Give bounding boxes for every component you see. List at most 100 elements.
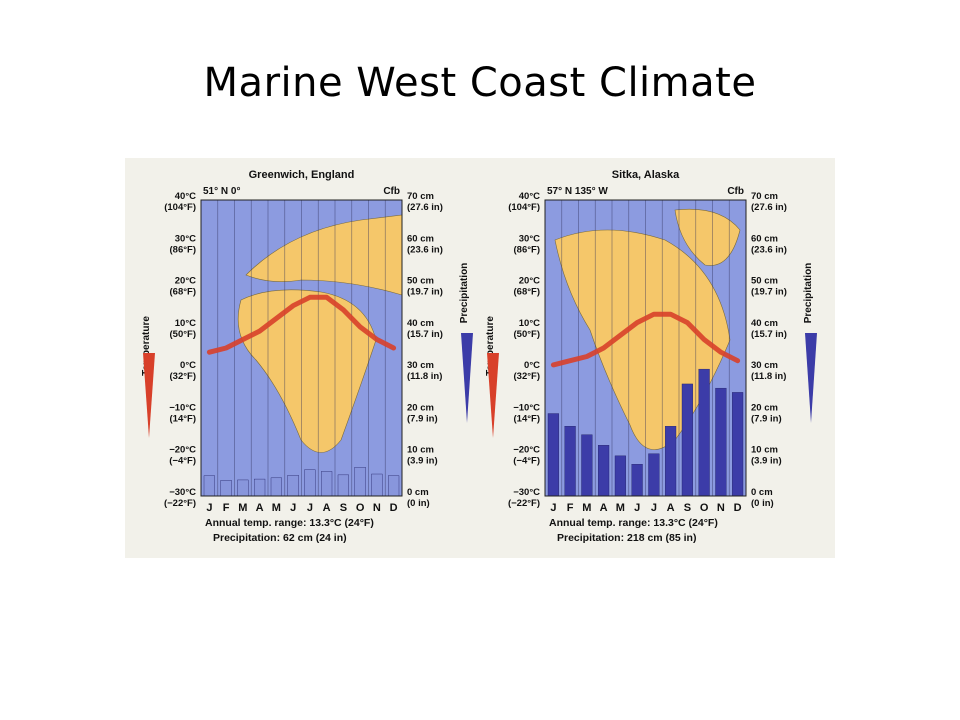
precip-tick-label: 40 cm	[751, 318, 778, 329]
precip-bar	[715, 387, 727, 497]
precip-bar	[564, 426, 576, 497]
month-label: M	[272, 502, 281, 514]
plot-frame	[200, 199, 403, 497]
precip-tick-label-in: (11.8 in)	[407, 371, 442, 382]
temp-tick-label: −30°C	[169, 487, 196, 498]
month-label: J	[307, 502, 313, 514]
precip-tick-label-in: (7.9 in)	[751, 413, 782, 424]
climate-code: Cfb	[727, 186, 744, 197]
precip-tick-label-in: (0 in)	[407, 498, 430, 509]
temp-tick-label: −20°C	[513, 445, 540, 456]
precip-tick-label: 10 cm	[751, 445, 778, 456]
precip-tick-label: 10 cm	[407, 445, 434, 456]
station-coordinates: 51° N 0°	[203, 186, 240, 197]
temp-tick-label-f: (86°F)	[514, 244, 541, 255]
precip-tick-label-in: (23.6 in)	[407, 244, 443, 255]
temp-tick-label-f: (86°F)	[170, 244, 197, 255]
precip-bar	[304, 469, 316, 497]
precip-tick-label-in: (11.8 in)	[751, 371, 786, 382]
precip-tick-label: 70 cm	[407, 191, 434, 202]
temperature-gradient-wedge	[487, 353, 499, 438]
precip-bar	[287, 475, 299, 497]
precip-tick-label: 0 cm	[407, 487, 429, 498]
precip-tick-label: 50 cm	[407, 276, 434, 287]
plot-frame	[544, 199, 747, 497]
precip-tick-label: 20 cm	[751, 402, 778, 413]
precipitation-gradient-wedge	[461, 333, 473, 423]
month-label: M	[238, 502, 247, 514]
temp-tick-label: 10°C	[175, 318, 196, 329]
temp-tick-label-f: (14°F)	[170, 413, 197, 424]
precip-tick-label-in: (19.7 in)	[751, 287, 787, 298]
temp-tick-label: −20°C	[169, 445, 196, 456]
precip-tick-label: 40 cm	[407, 318, 434, 329]
precip-tick-label: 0 cm	[751, 487, 773, 498]
precip-tick-label-in: (23.6 in)	[751, 244, 787, 255]
precip-bar	[203, 475, 215, 497]
temp-tick-label: 10°C	[519, 318, 540, 329]
month-label: M	[616, 502, 625, 514]
month-label: N	[717, 502, 725, 514]
temp-tick-label: 0°C	[524, 360, 540, 371]
precip-bar	[598, 445, 610, 497]
temperature-axis-title: Temperature	[141, 316, 152, 376]
temp-tick-label-f: (−22°F)	[164, 498, 196, 509]
temp-tick-label-f: (104°F)	[164, 202, 196, 213]
temperature-gradient-wedge	[143, 353, 155, 438]
month-label: M	[582, 502, 591, 514]
month-label: F	[567, 502, 574, 514]
precip-bar	[698, 368, 710, 497]
temp-tick-label: 30°C	[175, 233, 196, 244]
month-label: A	[600, 502, 608, 514]
precip-tick-label: 20 cm	[407, 402, 434, 413]
temp-tick-label-f: (104°F)	[508, 202, 540, 213]
temp-tick-label: 20°C	[175, 276, 196, 287]
temp-tick-label-f: (−4°F)	[169, 456, 196, 467]
month-label: O	[356, 502, 365, 514]
climate-code: Cfb	[383, 186, 400, 197]
precip-bar	[665, 426, 677, 497]
precip-bar	[254, 478, 266, 497]
africa-landmass	[237, 289, 377, 453]
annual-temp-range: Annual temp. range: 13.3°C (24°F)	[205, 517, 374, 529]
annual-precipitation: Precipitation: 62 cm (24 in)	[213, 532, 347, 544]
temp-tick-label: 0°C	[180, 360, 196, 371]
temp-tick-label-f: (−4°F)	[513, 456, 540, 467]
precip-tick-label-in: (27.6 in)	[407, 202, 443, 213]
precip-tick-label-in: (19.7 in)	[407, 287, 443, 298]
month-label: D	[734, 502, 742, 514]
precip-tick-label: 60 cm	[407, 233, 434, 244]
temp-tick-label: −10°C	[169, 402, 196, 413]
temp-tick-label: 40°C	[519, 191, 540, 202]
month-label: N	[373, 502, 381, 514]
month-label: S	[340, 502, 347, 514]
precip-tick-label: 30 cm	[407, 360, 434, 371]
temp-tick-label: 30°C	[519, 233, 540, 244]
precipitation-axis-title: Precipitation	[803, 263, 814, 324]
precip-tick-label-in: (15.7 in)	[751, 329, 787, 340]
temp-tick-label: 20°C	[519, 276, 540, 287]
precip-bar	[371, 473, 383, 497]
precipitation-axis-title: Precipitation	[459, 263, 470, 324]
climograph-greenwich: Greenwich, England 51° N 0° Cfb 40°C(104°F)…	[141, 169, 473, 544]
precip-bar	[220, 480, 232, 497]
temp-tick-label: 40°C	[175, 191, 196, 202]
precip-bar	[732, 392, 744, 497]
precip-bar	[614, 455, 626, 497]
month-label: J	[634, 502, 640, 514]
climate-figure: Greenwich, England 51° N 0° Cfb 40°C (104°F)…	[125, 158, 835, 558]
month-label: J	[651, 502, 657, 514]
precip-bar	[270, 477, 282, 497]
precip-bar	[631, 464, 643, 497]
month-label: A	[323, 502, 331, 514]
month-label: O	[700, 502, 709, 514]
temperature-line	[206, 294, 397, 355]
temperature-line	[550, 311, 741, 368]
precip-bar	[581, 434, 593, 497]
temp-tick-label-f: (−22°F)	[508, 498, 540, 509]
precip-bar	[648, 453, 660, 497]
precip-tick-label: 70 cm	[751, 191, 778, 202]
temp-tick-label-f: (14°F)	[514, 413, 541, 424]
precip-tick-label-in: (15.7 in)	[407, 329, 443, 340]
